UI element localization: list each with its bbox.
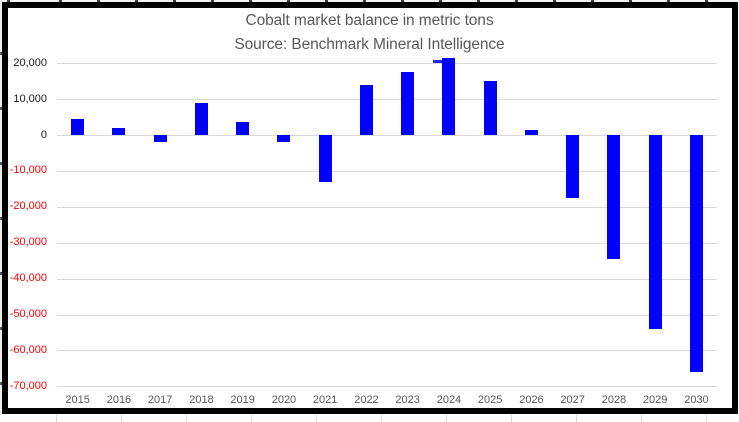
- gridline--20000: [57, 206, 717, 208]
- x-tick-label-2026: 2026: [519, 394, 544, 406]
- spreadsheet-left-edge: [0, 0, 2, 415]
- x-tick-label-2022: 2022: [354, 394, 379, 406]
- bar-2016[interactable]: [112, 127, 126, 135]
- x-tick-label-2018: 2018: [189, 394, 214, 406]
- y-tick-label--10000: -10,000: [9, 164, 47, 177]
- y-tick-label-10000: 10,000: [13, 92, 47, 105]
- bar-2015[interactable]: [71, 118, 85, 135]
- x-tick-label-2019: 2019: [230, 394, 255, 406]
- bar-2025[interactable]: [483, 81, 497, 135]
- y-tick-label-0: 0: [40, 128, 47, 141]
- gridline--60000: [57, 350, 717, 352]
- y-tick-label--30000: -30,000: [9, 236, 47, 249]
- bar-2021[interactable]: [318, 135, 332, 182]
- x-tick-label-2015: 2015: [65, 394, 90, 406]
- x-tick-label-2025: 2025: [477, 394, 503, 406]
- bar-2030[interactable]: [689, 135, 703, 372]
- x-tick-label-2020: 2020: [271, 394, 297, 406]
- chart-title: Cobalt market balance in metric tons: [245, 12, 494, 29]
- bar-2018[interactable]: [194, 102, 208, 135]
- x-tick-label-2028: 2028: [601, 394, 627, 406]
- y-tick-label--20000: -20,000: [9, 200, 47, 213]
- gridline--70000: [57, 386, 717, 388]
- x-tick-label-2016: 2016: [106, 394, 132, 406]
- x-tick-label-2017: 2017: [147, 394, 173, 406]
- gridline-10000: [57, 99, 717, 101]
- x-tick-label-2021: 2021: [312, 394, 338, 406]
- gridline--50000: [57, 314, 717, 316]
- x-tick-label-2029: 2029: [642, 394, 668, 406]
- gridline-20000: [57, 63, 717, 65]
- bar-2027[interactable]: [566, 135, 580, 198]
- gridline--10000: [57, 170, 717, 172]
- bar-2028[interactable]: [607, 135, 621, 259]
- bar-2026[interactable]: [524, 129, 538, 135]
- bar-2022[interactable]: [359, 84, 373, 135]
- y-tick-label--50000: -50,000: [9, 308, 47, 320]
- y-tick-label--60000: -60,000: [9, 343, 47, 356]
- x-tick-label-2024: 2024: [436, 394, 462, 406]
- chart-border-frame[interactable]: [2, 2, 738, 414]
- spellcheck-underline: [433, 60, 448, 63]
- gridline--40000: [57, 278, 717, 280]
- bar-2020[interactable]: [277, 135, 291, 143]
- y-tick-label-20000: 20,000: [13, 56, 47, 69]
- x-tick-label-2023: 2023: [395, 394, 420, 406]
- x-tick-label-2027: 2027: [560, 394, 585, 406]
- spreadsheet-top-edge: [2, 0, 738, 2]
- y-tick-label--40000: -40,000: [9, 272, 47, 285]
- bar-2023[interactable]: [401, 72, 415, 135]
- bar-2024[interactable]: [442, 57, 456, 135]
- y-tick-label--70000: -70,000: [9, 379, 47, 392]
- bar-2019[interactable]: [236, 122, 250, 135]
- x-tick-label-2030: 2030: [684, 394, 709, 406]
- spreadsheet-bottom-edge: [0, 415, 739, 422]
- bar-2017[interactable]: [153, 135, 167, 143]
- chart-subtitle: Source: Benchmark Mineral Intelligence: [234, 36, 505, 53]
- gridline-0: [57, 135, 717, 136]
- gridline--30000: [57, 242, 717, 244]
- bar-2029[interactable]: [648, 135, 662, 329]
